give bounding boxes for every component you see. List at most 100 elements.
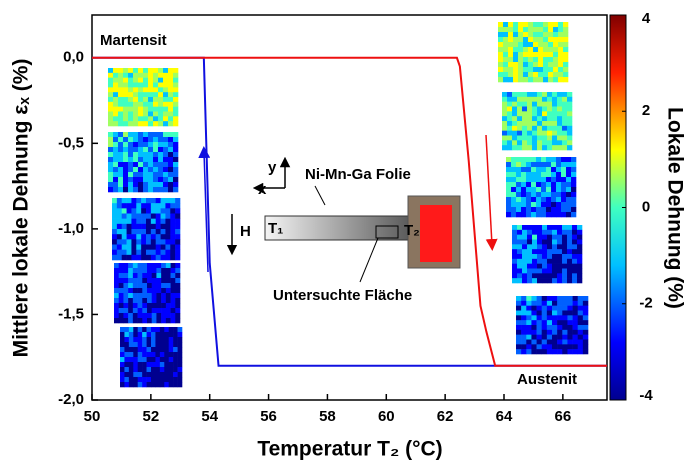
strain-cell — [142, 347, 147, 353]
strain-cell — [518, 32, 524, 38]
strain-cell — [150, 198, 157, 204]
strain-cell — [502, 101, 508, 107]
strain-cell — [543, 37, 549, 43]
strain-cell — [164, 327, 170, 333]
strain-cell — [546, 325, 553, 331]
strain-cell — [546, 310, 553, 316]
strain-cell — [163, 177, 169, 183]
strain-cell — [522, 125, 528, 131]
strain-cell — [153, 92, 159, 98]
strain-cell — [572, 305, 579, 311]
strain-cell — [164, 342, 170, 348]
strain-cell — [148, 97, 154, 103]
strain-cell — [165, 308, 171, 314]
strain-cell — [108, 116, 114, 122]
strain-cell — [133, 352, 139, 358]
strain-cell — [142, 362, 147, 368]
strain-cell — [548, 57, 554, 63]
strain-cell — [538, 22, 544, 28]
strain-cell — [566, 207, 572, 213]
strain-cell — [151, 268, 157, 274]
strain-cell — [557, 254, 563, 260]
strain-cell — [118, 187, 124, 193]
strain-cell — [133, 152, 139, 158]
strain-cell — [123, 162, 129, 168]
strain-cell — [118, 313, 124, 319]
strain-cell — [552, 320, 558, 326]
strain-cell — [521, 344, 527, 350]
strain-cell — [546, 202, 552, 208]
strain-cell — [517, 140, 523, 146]
strain-cell — [498, 52, 504, 58]
strain-cell — [160, 213, 166, 219]
strain-cell — [531, 315, 537, 321]
strain-cell — [563, 72, 569, 78]
strain-cell — [508, 27, 514, 33]
strain-cell — [536, 310, 543, 316]
strain-cell — [126, 249, 132, 256]
strain-cell — [168, 337, 174, 343]
strain-cell — [542, 268, 548, 274]
strain-cell — [114, 303, 120, 309]
strain-cell — [531, 157, 537, 163]
strain-cell — [124, 352, 130, 358]
strain-cell — [536, 157, 542, 163]
strain-cell — [118, 92, 124, 98]
strain-cell — [128, 308, 134, 314]
strain-cell — [133, 342, 139, 348]
strain-cell — [528, 47, 534, 53]
strain-cell — [143, 177, 149, 183]
strain-cell — [582, 329, 589, 335]
strain-cell — [558, 22, 564, 28]
strain-cell — [173, 106, 179, 112]
strain-cell — [562, 349, 568, 355]
strain-cell — [118, 293, 124, 299]
strain-cell — [512, 145, 518, 151]
strain-cell — [516, 197, 522, 203]
strain-cell — [173, 182, 179, 188]
strain-cell — [113, 147, 119, 153]
strain-cell — [513, 42, 519, 48]
strain-cell — [120, 332, 125, 338]
strain-cell — [164, 367, 170, 373]
strain-cell — [563, 47, 569, 53]
strain-cell — [558, 67, 564, 73]
strain-cell — [163, 152, 169, 158]
strain-cell — [522, 229, 528, 235]
strain-cell — [128, 352, 134, 358]
strain-cell — [546, 157, 552, 163]
strain-cell — [156, 278, 162, 284]
strain-cell — [561, 197, 567, 203]
strain-cell — [507, 96, 513, 102]
strain-cell — [577, 310, 584, 316]
strain-cell — [133, 92, 139, 98]
strain-cell — [128, 293, 134, 299]
strain-cell — [114, 283, 120, 289]
strain-cell — [502, 116, 508, 122]
strain-cell — [562, 268, 568, 274]
strain-cell — [563, 67, 569, 73]
strain-cell — [521, 296, 527, 302]
strain-cell — [141, 218, 147, 225]
strain-cell — [108, 177, 114, 183]
strain-cell — [547, 229, 553, 235]
strain-cell — [532, 111, 538, 117]
strain-cell — [159, 327, 165, 333]
strain-cell — [503, 47, 509, 53]
strain-cell — [577, 234, 583, 240]
strain-cell — [571, 187, 577, 193]
strain-cell — [536, 212, 542, 218]
strain-cell — [508, 67, 514, 73]
strain-cell — [567, 268, 573, 274]
strain-cell — [543, 67, 549, 73]
strain-cell — [132, 278, 138, 284]
strain-cell — [507, 101, 513, 107]
strain-cell — [138, 172, 144, 178]
strain-cell — [158, 177, 164, 183]
inset-diagram — [198, 134, 498, 283]
strain-cell — [516, 182, 522, 188]
strain-cell — [123, 72, 129, 78]
strain-cell — [527, 145, 533, 151]
strain-cell — [160, 208, 166, 214]
strain-cell — [118, 147, 124, 153]
